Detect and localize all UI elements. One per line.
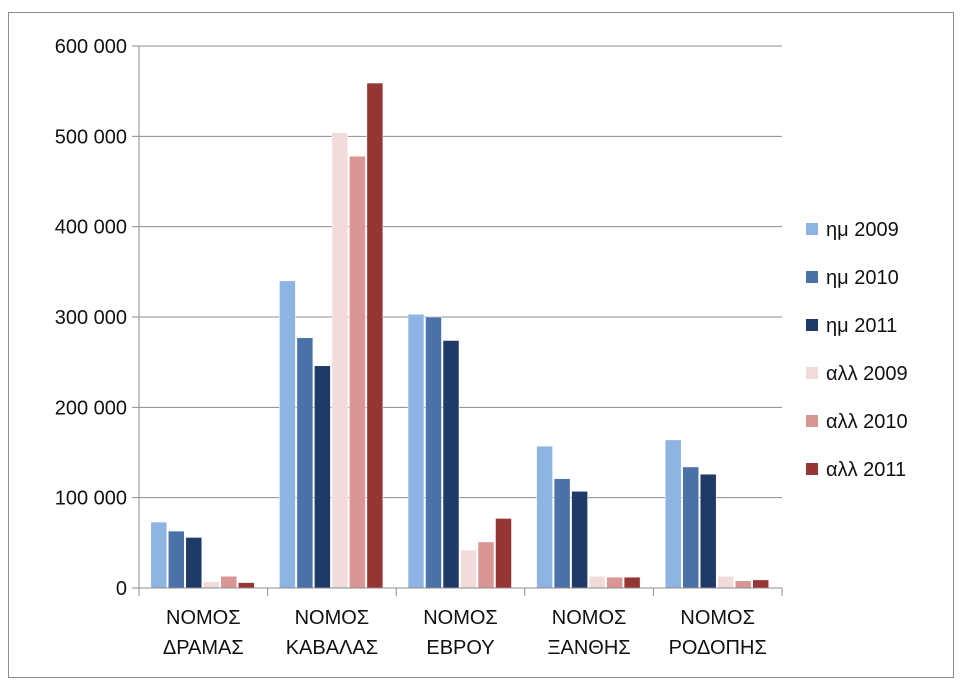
bar: [664, 439, 682, 589]
bar: [366, 82, 384, 589]
legend-swatch: [806, 319, 818, 331]
x-axis-categories: ΝΟΜΟΣ ΔΡΑΜΑΣ ΝΟΜΟΣ ΚΑΒΑΛΑΣ ΝΟΜΟΣ ΕΒΡΟΥ ΝΟΜΟΣ ΞΑ…: [163, 607, 767, 659]
gridlines: [139, 45, 782, 499]
bar: [442, 340, 460, 589]
bar: [331, 132, 349, 589]
y-tick-label: 300 000: [55, 307, 127, 329]
bar: [296, 337, 314, 589]
x-category-label: ΚΑΒΑΛΑΣ: [286, 637, 378, 659]
bar: [460, 549, 477, 589]
bar: [238, 582, 255, 589]
legend-label: ημ 2009: [826, 219, 899, 241]
bar: [553, 478, 571, 589]
bar: [168, 530, 185, 589]
legend-swatch: [806, 367, 818, 379]
bar-chart: 0 100 000 200 000 300 000 400 000 500 000 600 …: [55, 36, 908, 659]
bar: [752, 579, 769, 589]
bar: [279, 280, 296, 589]
x-category-label: ΝΟΜΟΣ: [423, 607, 498, 629]
bar: [407, 314, 425, 589]
y-tick-label: 400 000: [55, 217, 127, 239]
bar: [349, 155, 366, 589]
y-tick-label: 100 000: [55, 488, 127, 510]
y-tick-label: 500 000: [55, 126, 127, 148]
x-category-label: ΝΟΜΟΣ: [166, 607, 241, 629]
bar: [203, 581, 220, 589]
x-category-label: ΞΑΝΘΗΣ: [548, 637, 631, 659]
bar: [495, 518, 512, 589]
bar: [536, 445, 553, 589]
bar: [682, 466, 699, 589]
x-category-label: ΕΒΡΟΥ: [426, 637, 494, 659]
bar: [606, 576, 623, 589]
legend-label: αλλ 2010: [826, 411, 908, 433]
legend: ημ 2009 ημ 2010 ημ 2011 αλλ 2009 αλλ 2010 αλλ…: [806, 219, 908, 481]
legend-swatch: [806, 223, 818, 235]
bar: [425, 316, 442, 589]
bar: [571, 491, 588, 589]
bar: [220, 576, 238, 589]
x-category-label: ΝΟΜΟΣ: [552, 607, 627, 629]
x-category-label: ΔΡΑΜΑΣ: [163, 637, 244, 659]
bar: [150, 521, 168, 589]
x-category-label: ΝΟΜΟΣ: [295, 607, 370, 629]
legend-swatch: [806, 415, 818, 427]
legend-label: αλλ 2009: [826, 363, 908, 385]
x-category-label: ΝΟΜΟΣ: [680, 607, 755, 629]
y-tick-label: 600 000: [55, 36, 127, 58]
bar: [734, 580, 752, 589]
bar: [699, 473, 717, 589]
bar: [477, 541, 495, 589]
bar: [588, 576, 606, 589]
bar: [314, 365, 331, 589]
y-tick-label: 0: [116, 578, 127, 600]
legend-swatch: [806, 463, 818, 475]
bar: [623, 576, 641, 589]
x-category-label: ΡΟΔΟΠΗΣ: [669, 637, 767, 659]
bars: [150, 82, 769, 589]
legend-label: αλλ 2011: [826, 459, 906, 481]
legend-label: ημ 2010: [826, 267, 899, 289]
chart-frame: 0 100 000 200 000 300 000 400 000 500 000 600 …: [8, 12, 954, 678]
y-axis-ticks: 0 100 000 200 000 300 000 400 000 500 000 600 …: [55, 36, 127, 600]
bar: [185, 537, 203, 589]
legend-label: ημ 2011: [826, 315, 897, 337]
bar: [717, 576, 734, 589]
legend-swatch: [806, 271, 818, 283]
axes: [132, 45, 783, 596]
y-tick-label: 200 000: [55, 397, 127, 419]
